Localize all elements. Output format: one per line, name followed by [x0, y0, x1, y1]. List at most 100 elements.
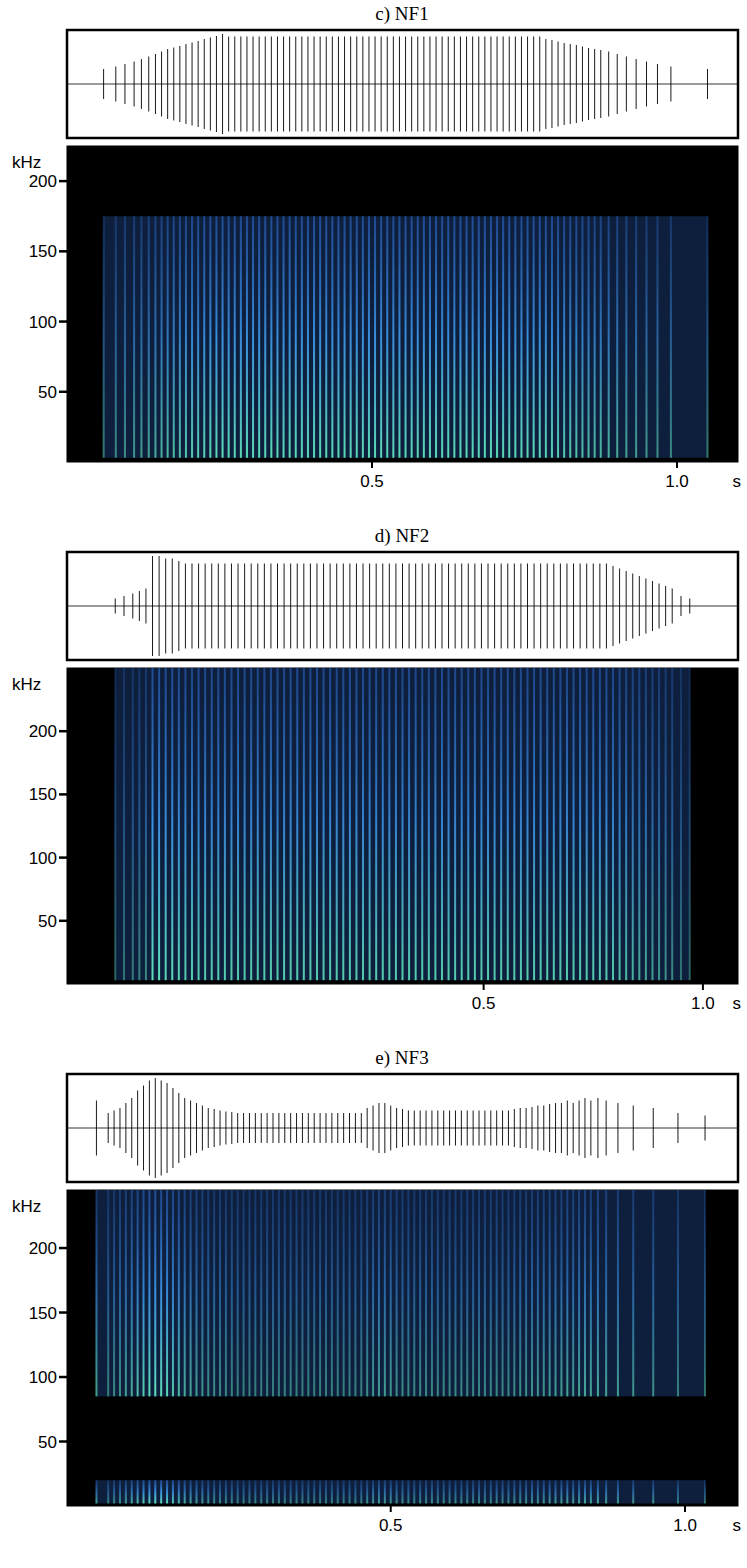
spectrogram-pulse [349, 1190, 351, 1396]
oscillogram-pulse [224, 564, 225, 649]
panel: d) NF250100150200kHz0.51.0s [12, 525, 741, 1013]
x-tick [483, 984, 485, 990]
spectrogram-pulse [382, 668, 384, 980]
spectrogram-pulse [454, 668, 456, 980]
oscillogram-pulse [124, 596, 125, 616]
oscillogram-pulse [454, 37, 455, 132]
spectrogram-pulse [689, 668, 691, 980]
oscillogram-pulse [198, 41, 199, 127]
spectrogram-pulse [474, 668, 476, 980]
spectrogram-pulse [378, 1480, 380, 1503]
oscillogram-pulse [402, 1109, 403, 1147]
spectrogram-pulse [549, 1480, 551, 1503]
oscillogram-pulse [325, 1113, 326, 1143]
spectrogram-pulse [278, 1480, 280, 1503]
spectrogram-pulse [435, 216, 437, 458]
oscillogram-pulse [261, 1113, 262, 1143]
oscillogram-pulse [208, 1108, 209, 1148]
spectrogram-pulse [525, 1480, 527, 1503]
spectrogram-pulse [343, 1480, 345, 1503]
oscillogram-pulse [240, 37, 241, 132]
spectrogram-pulse [551, 216, 553, 458]
spectrogram-pulse [145, 668, 147, 980]
spectrogram-pulse [303, 668, 305, 980]
spectrogram-pulse [254, 1190, 256, 1396]
spectrogram-pulse [207, 1480, 209, 1503]
spectrogram-pulse [368, 216, 370, 458]
spectrogram-pulse [107, 1190, 109, 1396]
spectrogram-pulse [266, 1190, 268, 1396]
oscillogram-pulse [255, 1113, 256, 1143]
oscillogram-pulse [148, 57, 149, 112]
spectrogram-pulse [704, 1480, 706, 1503]
oscillogram-pulse [96, 1101, 97, 1156]
oscillogram-pulse [284, 1113, 285, 1143]
spectrogram-pulse [331, 216, 333, 458]
oscillogram-pulse [608, 52, 609, 117]
oscillogram-pulse [558, 42, 559, 127]
x-axis-title: s [733, 472, 742, 491]
spectrogram-pulse [191, 216, 193, 458]
oscillogram-pulse [231, 1112, 232, 1144]
oscillogram-pulse [626, 571, 627, 641]
panel: e) NF350100150200kHz0.51.0s [12, 1047, 741, 1535]
spectrogram-pulse [230, 668, 232, 980]
spectrogram-pulse [398, 216, 400, 458]
oscillogram-pulse [277, 564, 278, 649]
spectrogram-pulse [198, 668, 200, 980]
oscillogram-pulse [584, 1098, 585, 1158]
oscillogram-pulse [680, 596, 681, 616]
oscillogram-pulse [586, 564, 587, 649]
spectrogram-pulse [443, 1480, 445, 1503]
spectrogram-pulse [195, 1190, 197, 1396]
spectrogram-pulse [178, 668, 180, 980]
oscillogram-pulse [672, 589, 673, 624]
spectrogram-pulse [632, 668, 634, 980]
oscillogram-pulse [172, 1088, 173, 1168]
spectrogram-pulse [461, 668, 463, 980]
oscillogram-pulse [205, 564, 206, 649]
spectrogram-pulse [125, 1190, 127, 1396]
spectrogram-pulse [263, 668, 265, 980]
oscillogram-pulse [515, 37, 516, 132]
spectrogram-pulse [384, 1190, 386, 1396]
spectrogram-pulse [599, 668, 601, 980]
y-tick [59, 1247, 67, 1250]
oscillogram-pulse [414, 1111, 415, 1146]
oscillogram-pulse [390, 1106, 391, 1151]
oscillogram-pulse [278, 1113, 279, 1143]
spectrogram-pulse [354, 1480, 356, 1503]
oscillogram-pulse [474, 564, 475, 649]
oscillogram-pulse [617, 54, 618, 114]
oscillogram-pulse [214, 1109, 215, 1147]
oscillogram-pulse [479, 1111, 480, 1146]
spectrogram-marks [103, 216, 709, 458]
oscillogram-pulse [131, 1098, 132, 1158]
oscillogram-pulse [405, 37, 406, 132]
oscillogram-pulse [428, 564, 429, 649]
oscillogram-pulse [284, 564, 285, 649]
spectrogram-pulse [496, 216, 498, 458]
oscillogram-pulse [441, 564, 442, 649]
spectrogram-pulse [301, 1190, 303, 1396]
spectrogram-pulse [428, 668, 430, 980]
oscillogram-pulse [265, 37, 266, 132]
y-tick-label: 50 [38, 912, 57, 931]
oscillogram-pulse [172, 559, 173, 654]
oscillogram-pulse [399, 37, 400, 132]
spectrogram-pulse [344, 216, 346, 458]
spectrogram-pulse [375, 668, 377, 980]
spectrogram-pulse [165, 668, 167, 980]
oscillogram-pulse [689, 599, 690, 614]
oscillogram-pulse [314, 37, 315, 132]
spectrogram-pulse [329, 668, 331, 980]
spectrogram-pulse [237, 1480, 239, 1503]
spectrogram-pulse [454, 1480, 456, 1503]
oscillogram-pulse [619, 569, 620, 644]
oscillogram-pulse [124, 64, 125, 104]
spectrogram-pulse [254, 1480, 256, 1503]
spectrogram-pulse [224, 668, 226, 980]
spectrogram-pulse [184, 1480, 186, 1503]
oscillogram-pulse [179, 46, 180, 122]
oscillogram-pulse [395, 564, 396, 649]
